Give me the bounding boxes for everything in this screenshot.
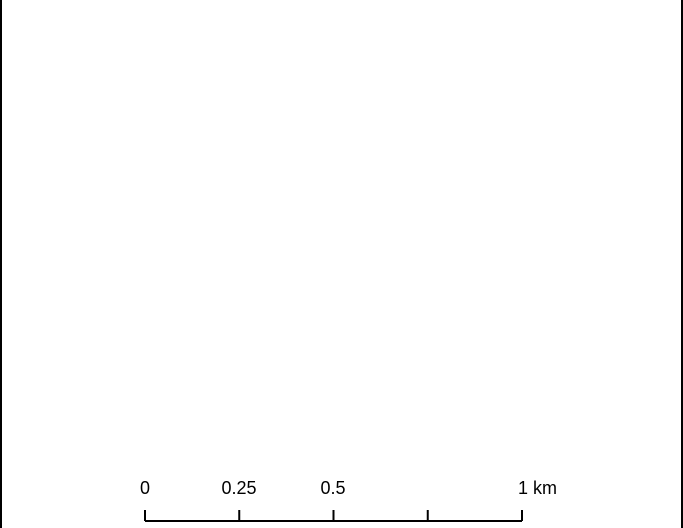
scale-label-0-5: 0.5 — [320, 478, 345, 498]
scale-label-0-25: 0.25 — [221, 478, 256, 498]
scale-label-0: 0 — [140, 478, 150, 498]
scale-bar-ticks — [144, 510, 523, 521]
scale-label-1-km: 1 km — [518, 478, 557, 498]
